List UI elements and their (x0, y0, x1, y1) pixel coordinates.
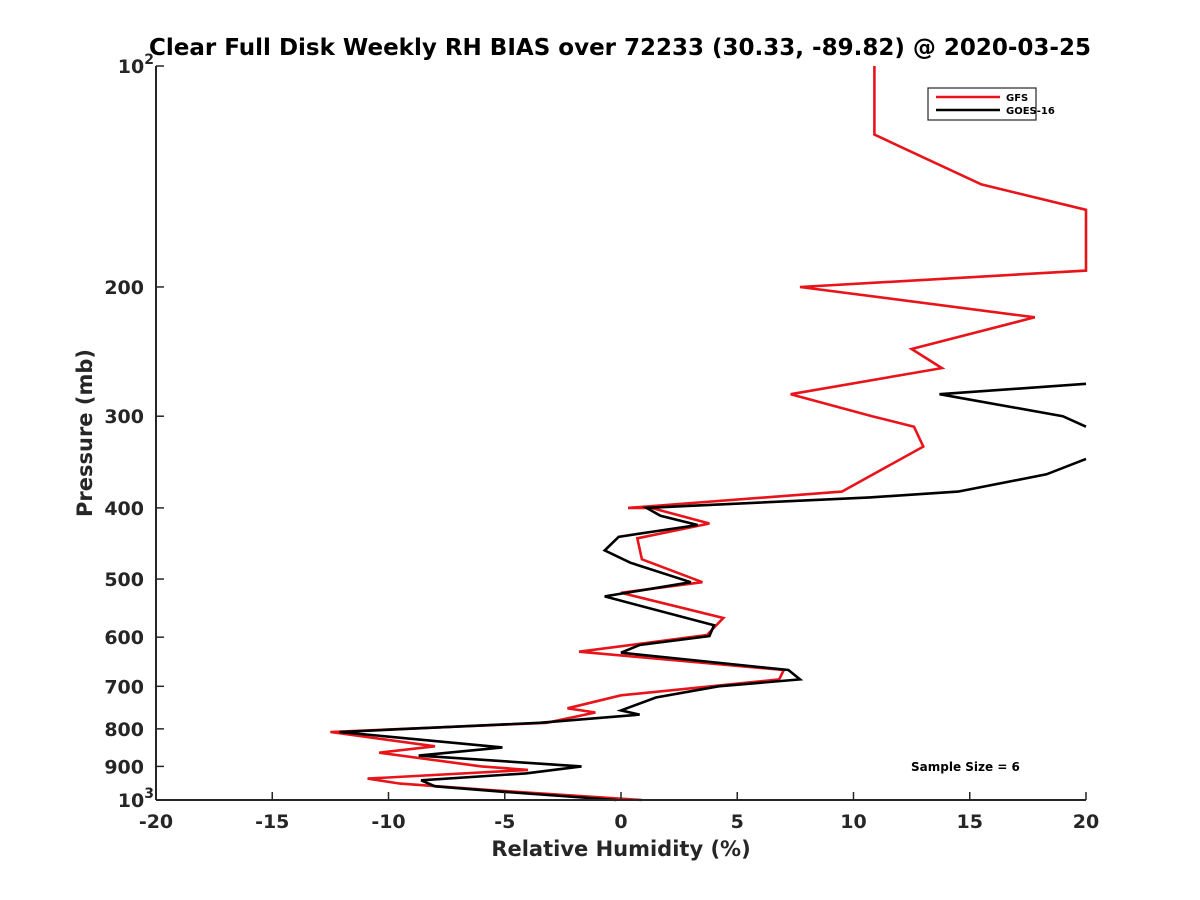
x-tick-label: -20 (139, 811, 173, 833)
y-ticks: 102 200 300 400 500 600 700 800 900 103 (104, 52, 164, 812)
y-tick-label: 900 (104, 756, 144, 778)
y-tick-label: 102 (118, 52, 154, 78)
x-axis-label: Relative Humidity (%) (491, 837, 750, 861)
y-tick-label: 800 (104, 719, 144, 741)
legend-box (927, 87, 1037, 121)
y-tick-label: 600 (104, 627, 144, 649)
y-axis-label: Pressure (mb) (73, 349, 97, 517)
x-tick-label: 10 (840, 811, 866, 833)
y-tick-label: 500 (104, 569, 144, 591)
legend: GFS GOES-16 (927, 87, 1055, 121)
y-tick-label: 400 (104, 498, 144, 520)
y-tick-label: 200 (104, 277, 144, 299)
series-line-gfs (330, 66, 1088, 802)
x-tick-label: 15 (957, 811, 983, 833)
series-layer (330, 66, 1088, 802)
x-tick-label: -5 (494, 811, 515, 833)
x-tick-label: -15 (255, 811, 289, 833)
x-tick-label: 5 (731, 811, 744, 833)
sample-size-annotation: Sample Size = 6 (911, 760, 1020, 774)
y-tick-label: 103 (118, 786, 154, 812)
x-tick-label: 0 (614, 811, 627, 833)
x-tick-label: 20 (1073, 811, 1099, 833)
x-tick-label: -10 (371, 811, 405, 833)
x-ticks: -20 -15 -10 -5 0 5 10 15 20 (139, 792, 1099, 833)
y-tick-label: 300 (104, 406, 144, 428)
y-tick-label: 700 (104, 676, 144, 698)
chart-title: Clear Full Disk Weekly RH BIAS over 7223… (149, 35, 1091, 61)
legend-label-gfs: GFS (1006, 93, 1028, 104)
series-line-goes-16 (339, 382, 1087, 802)
legend-label-goes16: GOES-16 (1006, 106, 1055, 117)
